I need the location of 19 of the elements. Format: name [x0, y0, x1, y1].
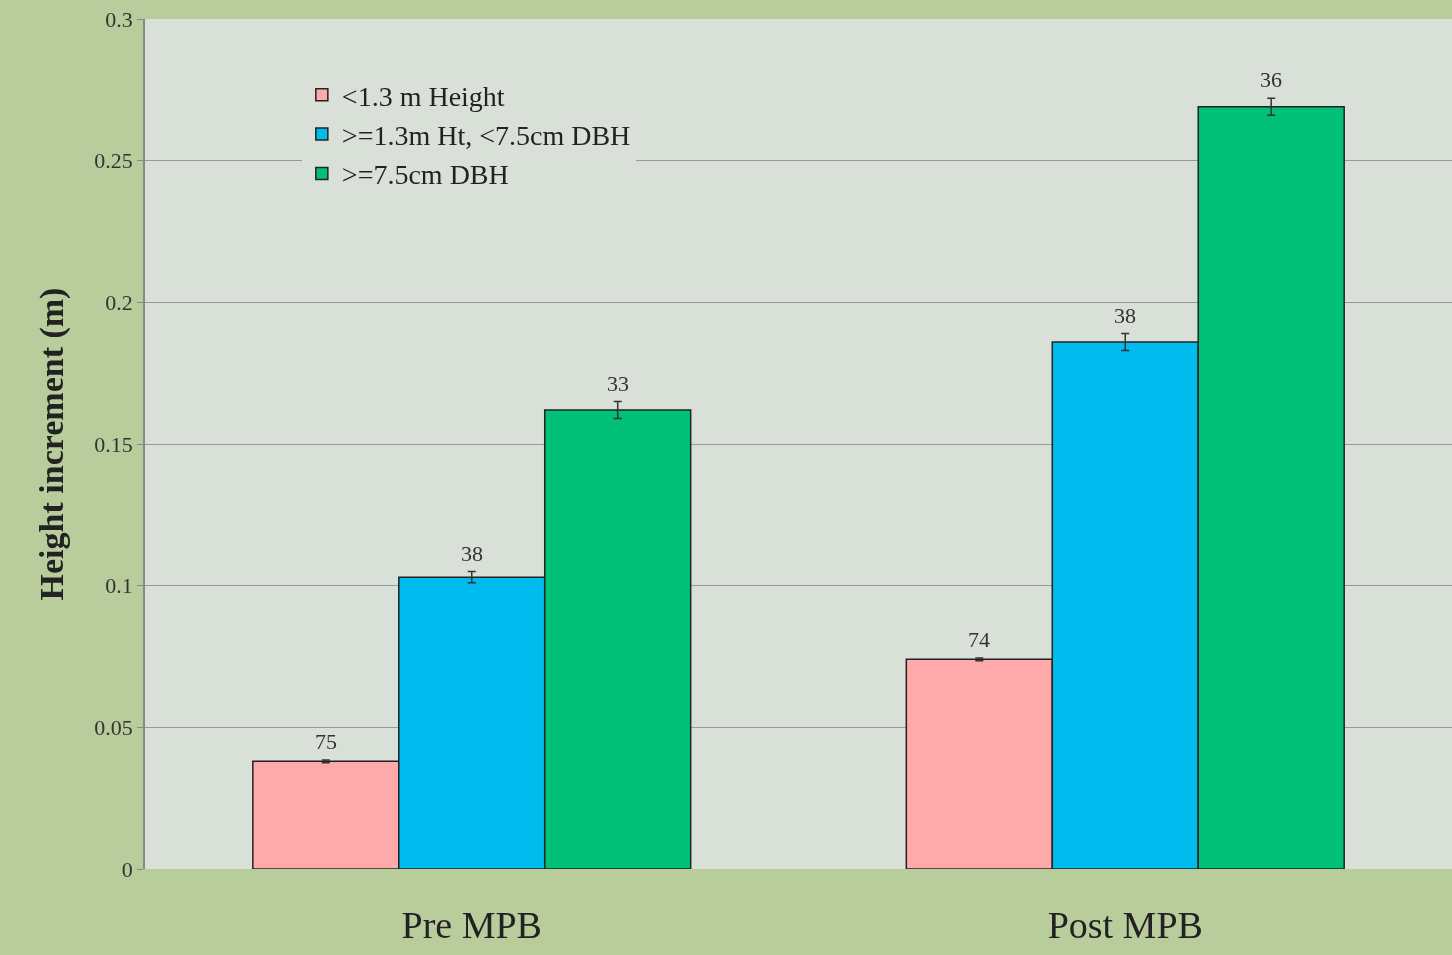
- legend-label: >=7.5cm DBH: [341, 159, 509, 191]
- y-tick-label: 0.3: [105, 6, 133, 32]
- y-axis-title: Height increment (m): [33, 287, 72, 601]
- y-tick-label: 0.1: [105, 573, 133, 599]
- annotation: 36: [1260, 67, 1282, 92]
- annotation: 38: [461, 541, 483, 566]
- y-tick-label: 0.25: [94, 148, 133, 174]
- y-tick-label: 0: [121, 856, 133, 882]
- annotation: 33: [607, 371, 629, 396]
- legend-label: <1.3 m Height: [341, 80, 505, 112]
- y-tick-label: 0.15: [94, 431, 133, 457]
- annotation: 75: [315, 729, 337, 754]
- legend-label: >=1.3m Ht, <7.5cm DBH: [341, 120, 631, 152]
- annotation: 38: [1114, 303, 1136, 328]
- y-tick-label: 0.05: [94, 715, 133, 741]
- x-tick-label: Pre MPB: [401, 904, 542, 946]
- y-tick-label: 0.2: [105, 290, 133, 316]
- x-tick-label: Post MPB: [1047, 904, 1203, 946]
- annotation: 74: [968, 627, 990, 652]
